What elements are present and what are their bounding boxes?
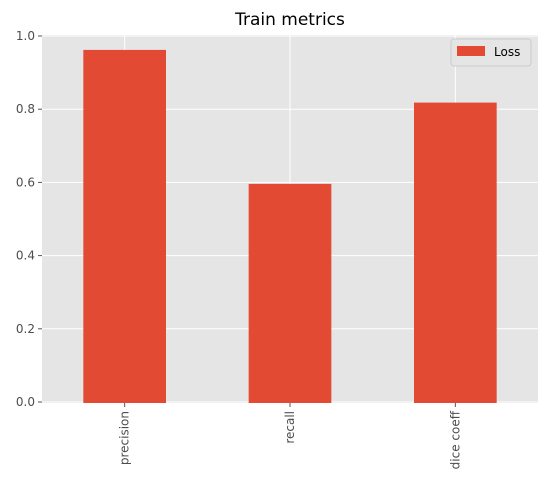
y-tick-label: 1.0 <box>16 29 35 43</box>
legend-label: Loss <box>494 45 520 59</box>
bar-recall <box>248 183 332 403</box>
legend-swatch <box>457 46 485 56</box>
bar-precision <box>83 49 166 404</box>
y-tick-label: 0.8 <box>16 102 35 116</box>
x-tick-label: precision <box>118 411 132 465</box>
legend: Loss <box>450 38 532 67</box>
y-axis: 0.0 0.2 0.4 0.6 0.8 1.0 <box>16 29 42 409</box>
y-tick-label: 0.0 <box>16 395 35 409</box>
x-tick-label: dice coeff <box>448 410 462 469</box>
y-tick-label: 0.4 <box>16 249 35 263</box>
y-tick-label: 0.2 <box>16 322 35 336</box>
bar-dice-coeff <box>414 102 497 403</box>
chart-title: Train metrics <box>234 10 345 30</box>
x-tick-label: recall <box>283 411 297 444</box>
legend-box <box>450 38 532 67</box>
bars <box>83 49 497 404</box>
x-axis: precision recall dice coeff <box>118 403 462 469</box>
y-tick-label: 0.6 <box>16 175 35 189</box>
